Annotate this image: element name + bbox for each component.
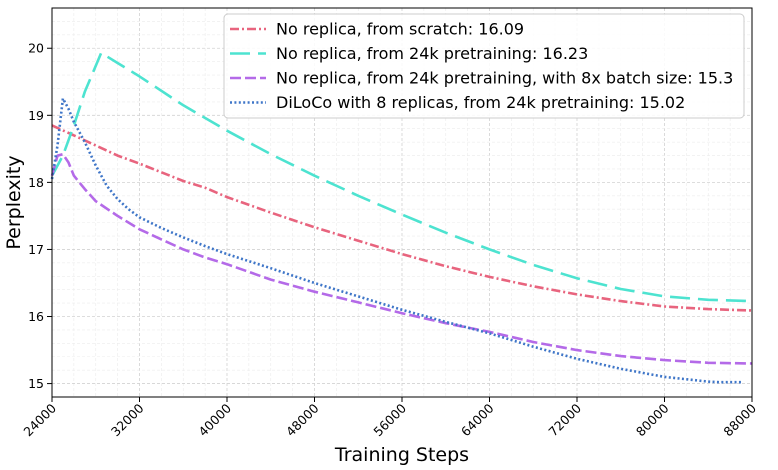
legend-label-2: No replica, from 24k pretraining: 16.23	[276, 44, 588, 63]
legend-label-4: DiLoCo with 8 replicas, from 24k pretrai…	[276, 93, 685, 112]
x-tick-label: 64000	[458, 400, 497, 439]
legend: No replica, from scratch: 16.09 No replic…	[223, 13, 745, 119]
x-tick-label: 72000	[545, 400, 584, 439]
x-tick-label: 56000	[370, 400, 409, 439]
x-tick-label: 40000	[195, 400, 234, 439]
x-tick-label: 48000	[283, 400, 322, 439]
series-line-2	[50, 51, 753, 303]
legend-box	[223, 13, 745, 119]
y-tick-label: 19	[28, 108, 44, 123]
series-line-4	[50, 97, 742, 384]
y-tick-label: 15	[28, 376, 44, 391]
series-lines	[50, 51, 753, 384]
series-line-3	[50, 152, 753, 365]
x-tick-label: 32000	[108, 400, 147, 439]
x-tick-label: 80000	[633, 400, 672, 439]
x-axis-label: Training Steps	[334, 444, 469, 466]
y-tick-label: 16	[28, 309, 44, 324]
x-tick-label: 88000	[720, 400, 759, 439]
legend-label-3: No replica, from 24k pretraining, with 8…	[276, 69, 733, 88]
series-line-1	[51, 124, 753, 312]
grid	[51, 7, 753, 398]
y-axis-label: Perplexity	[3, 155, 25, 249]
legend-label-1: No replica, from scratch: 16.09	[276, 20, 524, 39]
y-tick-label: 17	[28, 242, 44, 257]
y-tick-label: 20	[28, 41, 44, 56]
y-tick-label: 18	[28, 175, 44, 190]
x-tick-label: 24000	[20, 400, 59, 439]
